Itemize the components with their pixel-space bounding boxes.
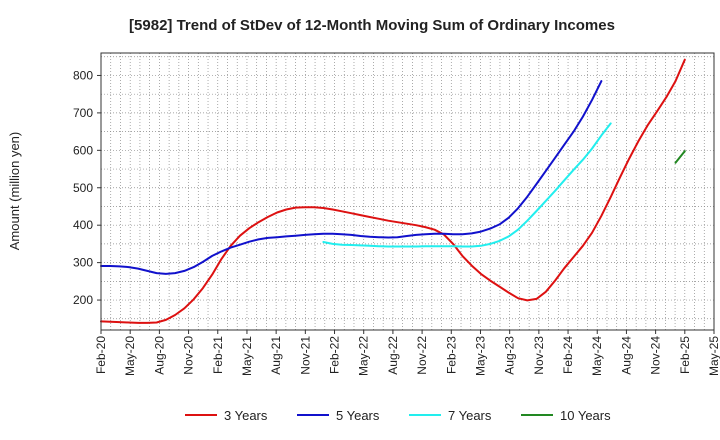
x-tick-label: Aug-23 [503, 336, 517, 375]
x-tick-label: May-21 [240, 336, 254, 376]
x-tick-label: Aug-21 [269, 336, 283, 375]
y-tick-label: 800 [73, 68, 93, 82]
series-line-10-years [674, 150, 686, 164]
x-tick-label: Feb-23 [444, 336, 458, 374]
y-tick-label: 400 [73, 218, 93, 232]
x-tick-label: Aug-22 [386, 336, 400, 375]
chart-title: [5982] Trend of StDev of 12-Month Moving… [129, 17, 615, 34]
x-tick-label: Feb-20 [94, 336, 108, 374]
x-tick-label: Nov-20 [182, 336, 196, 375]
series-layer [100, 58, 686, 324]
x-tick-label: Nov-22 [415, 336, 429, 375]
x-tick-label: May-24 [590, 336, 604, 376]
legend-label-10-years: 10 Years [560, 408, 611, 423]
legend-label-7-years: 7 Years [448, 408, 492, 423]
y-tick-label: 700 [73, 106, 93, 120]
plot-area [101, 53, 714, 330]
x-axis: Feb-20 May-20 Aug-20 Nov-20 Feb-21 May-21 Aug-… [94, 330, 720, 376]
series-line-7-years [322, 122, 612, 248]
legend-label-3-years: 3 Years [224, 408, 268, 423]
x-tick-label: Nov-24 [649, 336, 663, 375]
x-tick-label: May-22 [357, 336, 371, 376]
x-tick-label: Aug-20 [152, 336, 166, 375]
y-tick-label: 500 [73, 181, 93, 195]
x-tick-label: May-20 [123, 336, 137, 376]
plot-frame [100, 52, 715, 331]
y-axis-label: Amount (million yen) [7, 132, 22, 251]
y-axis: 200 300 400 500 600 700 800 [73, 68, 101, 307]
x-tick-label: May-25 [707, 336, 720, 376]
y-tick-label: 600 [73, 143, 93, 157]
x-tick-label: May-23 [473, 336, 487, 376]
legend: 3 Years 5 Years 7 Years 10 Years [185, 408, 611, 423]
x-tick-label: Feb-24 [561, 336, 575, 374]
y-tick-label: 200 [73, 293, 93, 307]
grid [101, 53, 714, 330]
x-tick-label: Nov-23 [532, 336, 546, 375]
x-tick-label: Nov-21 [298, 336, 312, 375]
y-tick-label: 300 [73, 256, 93, 270]
x-tick-label: Feb-22 [328, 336, 342, 374]
series-line-3-years [100, 58, 686, 324]
series-line-5-years [100, 80, 603, 275]
legend-label-5-years: 5 Years [336, 408, 380, 423]
x-tick-label: Feb-21 [211, 336, 225, 374]
x-tick-label: Feb-25 [678, 336, 692, 374]
x-tick-label: Aug-24 [619, 336, 633, 375]
